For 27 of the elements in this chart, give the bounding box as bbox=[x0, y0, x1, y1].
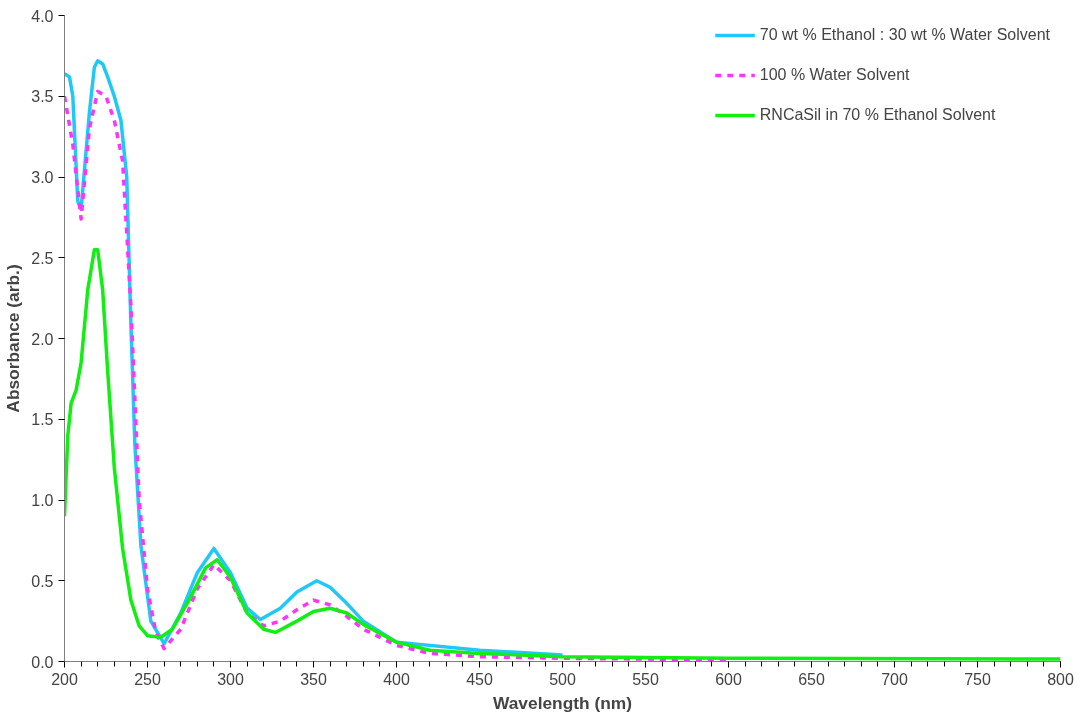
x-tick-label: 400 bbox=[383, 670, 410, 688]
x-tick-label: 600 bbox=[715, 670, 742, 688]
legend-label: 100 % Water Solvent bbox=[759, 66, 910, 84]
x-tick-label: 450 bbox=[466, 670, 493, 688]
y-axis-title: Absorbance (arb.) bbox=[3, 264, 24, 413]
y-tick-label: 3.5 bbox=[31, 88, 54, 106]
x-tick-label: 550 bbox=[632, 670, 659, 688]
x-tick-label: 500 bbox=[549, 670, 576, 688]
x-tick-label: 250 bbox=[134, 670, 161, 688]
y-tick-label: 1.5 bbox=[31, 411, 54, 429]
x-tick-label: 650 bbox=[798, 670, 825, 688]
y-tick-label: 2.5 bbox=[31, 249, 54, 267]
x-tick-label: 300 bbox=[217, 670, 244, 688]
y-tick-label: 1.0 bbox=[31, 492, 54, 509]
y-tick-label: 4.0 bbox=[31, 7, 54, 25]
x-tick-label: 350 bbox=[300, 670, 327, 688]
legend-label: RNCaSil in 70 % Ethanol Solvent bbox=[759, 106, 996, 124]
y-tick-label: 3.0 bbox=[31, 169, 54, 186]
x-axis-title: Wavelength (nm) bbox=[493, 692, 632, 713]
x-tick-label: 200 bbox=[51, 670, 78, 688]
x-tick-label: 750 bbox=[964, 670, 991, 688]
legend-label: 70 wt % Ethanol : 30 wt % Water Solvent bbox=[759, 26, 1050, 44]
y-tick-label: 0.5 bbox=[31, 572, 54, 590]
y-tick-label: 2.0 bbox=[31, 330, 54, 348]
x-tick-label: 800 bbox=[1047, 670, 1074, 688]
x-tick-label: 700 bbox=[881, 670, 908, 688]
y-tick-label: 0.0 bbox=[31, 653, 54, 671]
